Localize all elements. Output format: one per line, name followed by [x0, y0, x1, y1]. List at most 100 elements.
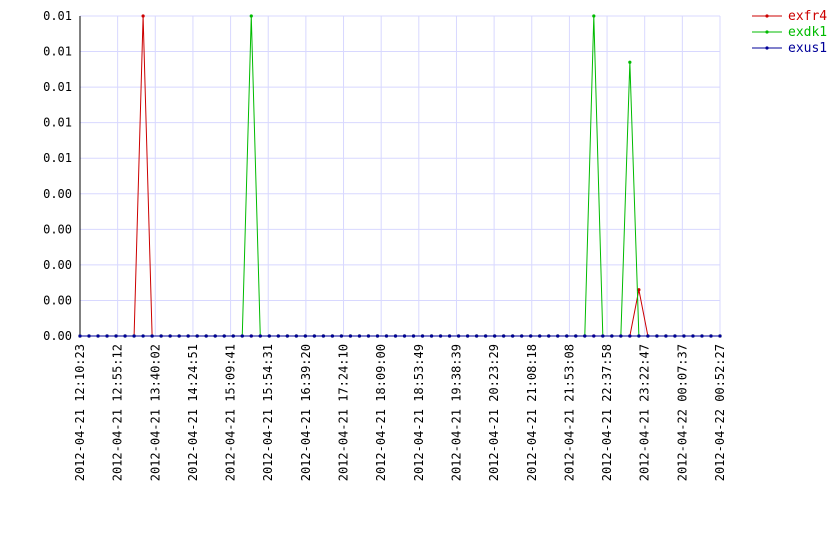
data-point [484, 334, 488, 338]
data-point [628, 60, 632, 64]
data-point [691, 334, 695, 338]
series-line [80, 15, 720, 337]
data-point [520, 334, 524, 338]
legend-label: exdk1 [788, 25, 827, 40]
data-point [529, 334, 533, 338]
data-point [159, 334, 163, 338]
x-tick-label: 2012-04-21 16:39:20 [299, 344, 313, 481]
data-point [420, 334, 425, 338]
y-tick-label: 0.01 [43, 151, 72, 165]
data-point [493, 334, 497, 338]
data-point [393, 334, 398, 338]
data-point [249, 14, 253, 18]
data-point [637, 334, 641, 338]
data-point [402, 334, 407, 338]
data-point [411, 334, 416, 338]
y-tick-label: 0.00 [43, 222, 72, 236]
x-tick-label: 2012-04-21 14:24:51 [186, 344, 200, 481]
data-point [186, 334, 190, 338]
data-point [240, 334, 244, 338]
data-point [267, 334, 271, 338]
data-point [511, 334, 515, 338]
data-point [565, 334, 569, 338]
data-point [321, 334, 325, 338]
data-point [429, 334, 434, 338]
data-point [547, 334, 551, 338]
x-tick-label: 2012-04-21 18:09:00 [374, 344, 388, 481]
x-tick-label: 2012-04-21 21:53:08 [562, 344, 576, 481]
data-point [348, 334, 353, 338]
data-point [447, 334, 452, 338]
x-tick-label: 2012-04-21 21:08:18 [525, 344, 539, 481]
data-point [87, 334, 91, 338]
data-point [294, 334, 298, 338]
data-point [114, 334, 118, 338]
data-point [700, 334, 704, 338]
x-tick-label: 2012-04-21 12:55:12 [111, 344, 125, 481]
data-point [475, 334, 479, 338]
data-point [438, 334, 443, 338]
data-point [673, 334, 677, 338]
x-tick-label: 2012-04-21 18:53:49 [412, 344, 426, 481]
data-point [466, 334, 470, 338]
data-point [610, 334, 614, 338]
data-point [655, 334, 659, 338]
y-tick-label: 0.00 [43, 329, 72, 343]
data-point [601, 334, 605, 338]
y-tick-label: 0.00 [43, 187, 72, 201]
data-point [204, 334, 208, 338]
data-point [628, 334, 632, 338]
data-point [330, 334, 334, 338]
data-point [384, 334, 389, 338]
x-tick-label: 2012-04-21 13:40:02 [148, 344, 162, 481]
x-tick-label: 2012-04-21 12:10:23 [73, 344, 87, 481]
y-tick-label: 0.01 [43, 116, 72, 130]
x-tick-label: 2012-04-21 15:09:41 [224, 344, 238, 481]
x-tick-label: 2012-04-21 19:38:39 [449, 344, 463, 481]
data-point [583, 334, 587, 338]
data-point [303, 334, 307, 338]
data-point [141, 14, 145, 18]
y-tick-label: 0.01 [43, 45, 72, 59]
legend-marker [765, 30, 769, 34]
data-point [456, 334, 461, 338]
data-point [168, 334, 172, 338]
legend-marker [765, 14, 769, 18]
data-point [222, 334, 226, 338]
data-point [123, 334, 127, 338]
data-point [592, 334, 596, 338]
data-point [231, 334, 235, 338]
data-point [682, 334, 686, 338]
data-point [150, 334, 154, 338]
data-point [132, 334, 136, 338]
data-point [709, 334, 713, 338]
data-point [538, 334, 542, 338]
data-point [646, 334, 650, 338]
data-point [574, 334, 578, 338]
data-point [637, 288, 641, 292]
y-tick-label: 0.01 [43, 80, 72, 94]
y-tick-label: 0.01 [43, 9, 72, 23]
data-point [249, 334, 253, 338]
legend-label: exus1 [788, 41, 827, 56]
data-point [96, 334, 100, 338]
data-point [276, 334, 280, 338]
data-point [195, 334, 199, 338]
data-point [78, 334, 82, 338]
x-tick-label: 2012-04-21 20:23:29 [487, 344, 501, 481]
legend-label: exfr4 [788, 9, 827, 24]
data-point [592, 14, 596, 18]
data-point [177, 334, 181, 338]
data-point [213, 334, 217, 338]
data-point [664, 334, 668, 338]
x-tick-label: 2012-04-21 22:37:58 [600, 344, 614, 481]
data-point [141, 334, 145, 338]
data-point [718, 334, 722, 338]
data-point [312, 334, 316, 338]
series-line [80, 15, 720, 337]
x-tick-label: 2012-04-21 23:22:47 [638, 344, 652, 481]
data-point [502, 334, 506, 338]
data-point [285, 334, 289, 338]
data-point [619, 334, 623, 338]
data-point [105, 334, 109, 338]
